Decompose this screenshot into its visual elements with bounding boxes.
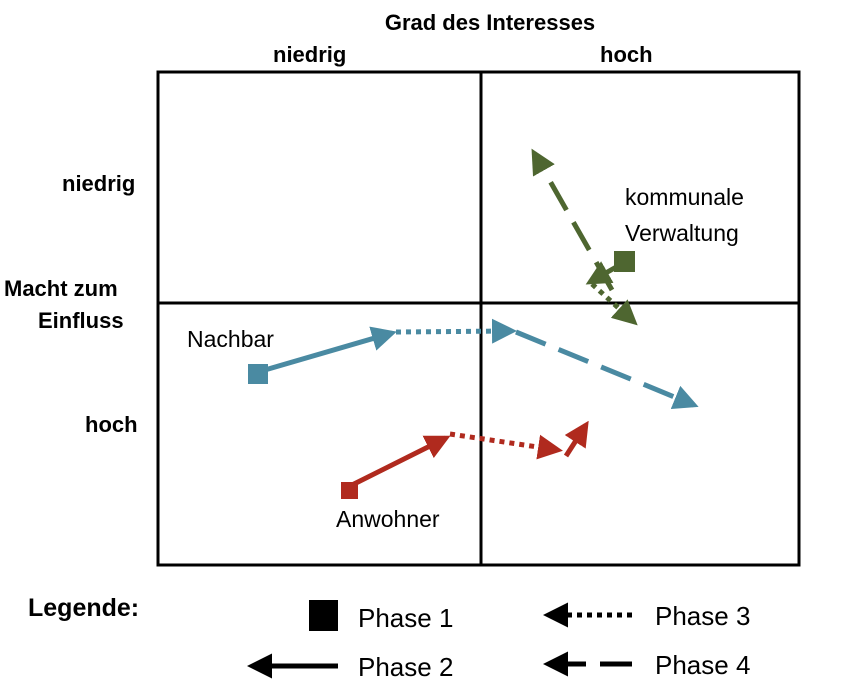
anwohner-phase3-arrow	[449, 431, 563, 460]
nachbar-phase1-marker	[248, 364, 268, 384]
anwohner-phase4-arrow	[563, 420, 589, 458]
nachbar-phase2-arrow	[257, 326, 397, 375]
kommunale-verwaltung-path	[531, 148, 638, 326]
row-label-high: hoch	[85, 412, 138, 437]
y-axis-label-line1: Macht zum	[4, 276, 118, 301]
legend-phase4-label: Phase 4	[655, 650, 751, 680]
stakeholder-label-kommunale-line1: kommunale	[625, 184, 744, 210]
matrix-frame	[156, 70, 801, 567]
column-label-high: hoch	[600, 42, 653, 67]
stakeholder-label-anwohner: Anwohner	[336, 506, 440, 532]
anwohner-phase2-arrow	[348, 435, 451, 489]
kommunale-phase4-arrow	[531, 148, 615, 292]
nachbar-phase4-arrow	[515, 329, 699, 409]
legend-phase2-label: Phase 2	[358, 652, 454, 682]
y-axis-label-line2: Einfluss	[38, 308, 124, 333]
stakeholder-label-kommunale-line2: Verwaltung	[625, 220, 739, 246]
legend-phase1-label: Phase 1	[358, 603, 454, 633]
diagram-title: Grad des Interesses	[384, 10, 596, 35]
legend-phase3-label: Phase 3	[655, 601, 751, 631]
legend-title: Legende:	[28, 594, 140, 622]
stakeholder-label-nachbar: Nachbar	[187, 326, 274, 352]
column-label-low: niedrig	[273, 42, 347, 67]
nachbar-path	[248, 318, 699, 409]
legend-phase1-symbol	[309, 600, 338, 631]
anwohner-path	[341, 420, 589, 499]
row-label-low: niedrig	[62, 171, 136, 196]
nachbar-phase3-arrow	[395, 318, 517, 344]
kommunale-phase1-marker	[614, 251, 635, 272]
